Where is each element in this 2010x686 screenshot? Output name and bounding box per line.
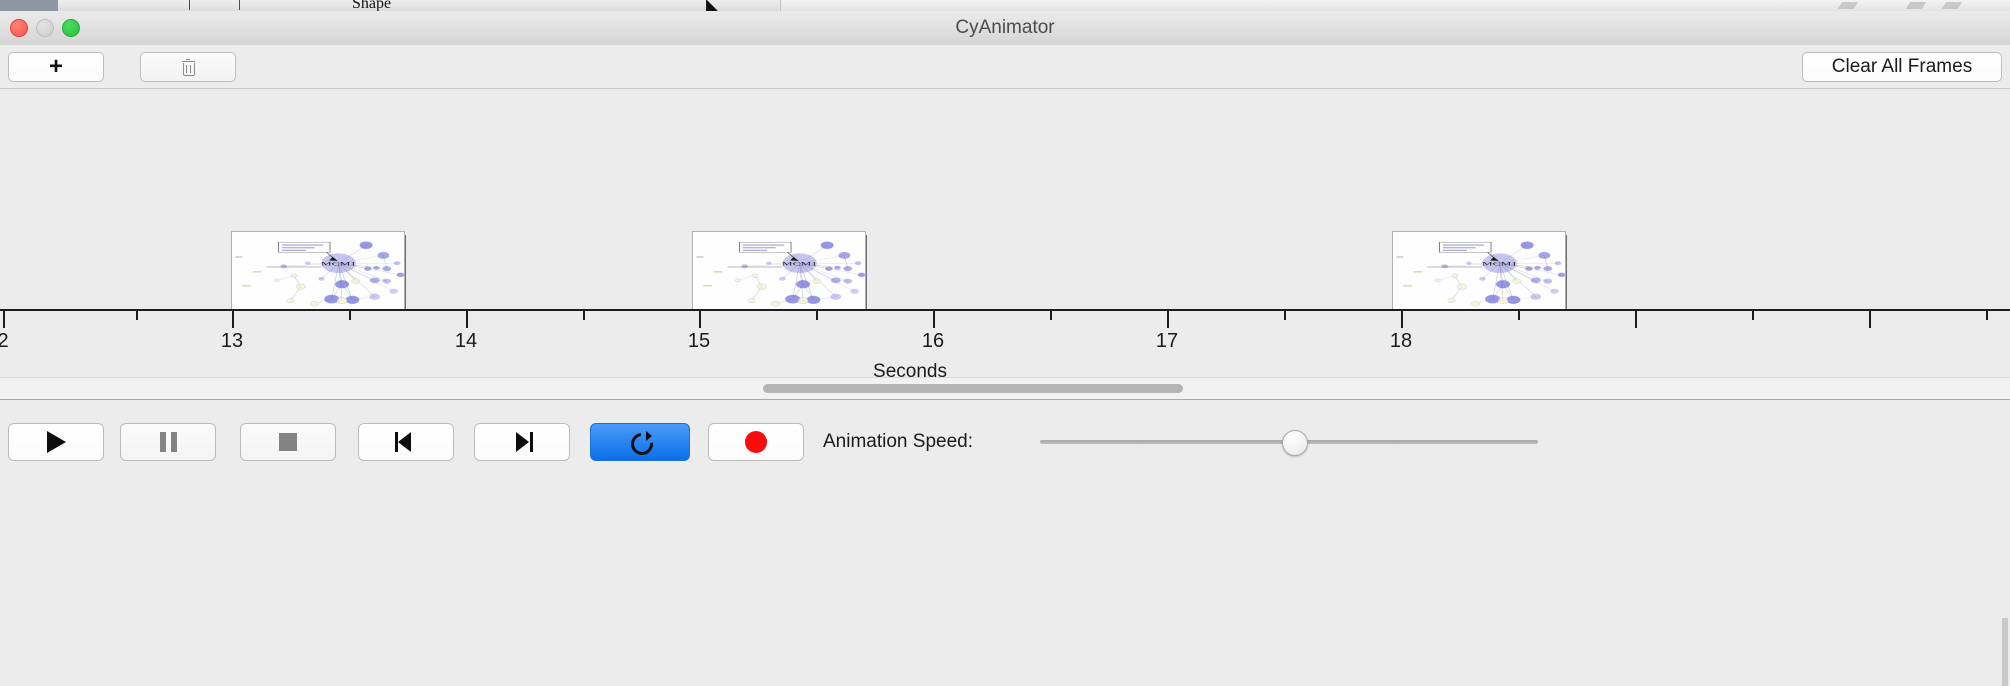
background-window-sidebar: [0, 0, 58, 11]
ruler-tick: [3, 311, 5, 328]
toolbar: + Clear All Frames: [0, 45, 2010, 89]
slider-knob[interactable]: [1281, 430, 1308, 456]
stop-button[interactable]: [240, 423, 336, 461]
ruler-tick-label: 14: [454, 330, 478, 352]
play-button[interactable]: [8, 423, 104, 461]
thumbnail-canvas: MCM1: [1392, 231, 1566, 311]
window-controls: [10, 19, 80, 37]
ruler-tick: [232, 311, 234, 328]
horizontal-scrollbar[interactable]: [0, 377, 2010, 401]
background-tab: [143, 0, 192, 11]
arrow-icon: [1905, 2, 1927, 9]
axis-line: [0, 309, 2010, 311]
trash-icon: [181, 58, 196, 76]
ruler-tick: [1635, 311, 1637, 328]
close-button[interactable]: [10, 19, 28, 37]
background-glyph: |: [238, 0, 242, 11]
ruler-tick: [1167, 311, 1169, 328]
axis-title: Seconds: [873, 361, 947, 382]
record-icon: [745, 431, 767, 453]
arrow-icon: [1837, 2, 1859, 9]
play-icon: [46, 431, 66, 453]
svg-text:MCM1: MCM1: [782, 261, 818, 267]
ruler-tick: [1986, 311, 1988, 320]
loop-button[interactable]: [590, 423, 690, 461]
maximize-button[interactable]: [62, 19, 80, 37]
background-tab: [740, 0, 781, 11]
thumbnail-canvas: MCM1: [692, 231, 866, 311]
ruler-tick: [1869, 311, 1871, 328]
title-bar: CyAnimator: [0, 11, 2010, 46]
background-glyph: ◣: [706, 0, 720, 12]
step-back-button[interactable]: [358, 423, 454, 461]
ruler-tick-label: 18: [1389, 330, 1413, 352]
ruler-tick: [1518, 311, 1520, 320]
background-glyph: |: [188, 0, 192, 11]
ruler-tick: [466, 311, 468, 328]
add-frame-button[interactable]: +: [8, 52, 104, 82]
ruler-tick: [1401, 311, 1403, 328]
frame-track[interactable]: MCM1 MCM1 MCM1: [0, 89, 2010, 312]
ruler-tick-label: 16: [921, 330, 945, 352]
pause-icon: [159, 432, 177, 452]
thumbnail-canvas: MCM1: [231, 231, 405, 311]
ruler-tick-label: 2: [0, 330, 9, 352]
animation-speed-slider[interactable]: [1040, 430, 1538, 456]
frame-thumbnail-3[interactable]: MCM1: [1392, 231, 1567, 312]
ruler-tick: [1752, 311, 1754, 320]
background-tab: [58, 0, 144, 11]
ruler-tick: [933, 311, 935, 328]
frame-thumbnail-2[interactable]: MCM1: [692, 231, 867, 312]
ruler-tick: [1050, 311, 1052, 320]
skip-next-icon: [511, 432, 533, 452]
clear-all-frames-button[interactable]: Clear All Frames: [1802, 52, 2002, 82]
playback-control-bar: Animation Speed:: [0, 399, 2010, 511]
frame-thumbnail-1[interactable]: MCM1: [231, 231, 406, 312]
ruler-tick-label: 13: [220, 330, 244, 352]
skip-previous-icon: [395, 432, 417, 452]
ruler-tick: [583, 311, 585, 320]
ruler-tick: [816, 311, 818, 320]
ruler-tick: [1284, 311, 1286, 320]
clear-all-frames-label: Clear All Frames: [1831, 56, 1973, 77]
ruler-tick-label: 15: [687, 330, 711, 352]
timeline-ruler[interactable]: 2 13 14 15 16 17 18 Seconds: [0, 309, 2010, 686]
background-tab: [241, 0, 306, 11]
ruler-tick-label: 17: [1155, 330, 1179, 352]
svg-text:MCM1: MCM1: [321, 261, 357, 267]
ruler-tick: [699, 311, 701, 328]
ruler-tick: [349, 311, 351, 320]
record-button[interactable]: [708, 423, 804, 461]
scrollbar-thumb[interactable]: [763, 384, 1183, 393]
stop-icon: [279, 433, 297, 451]
delete-frame-button[interactable]: [140, 52, 236, 82]
pause-button[interactable]: [120, 423, 216, 461]
background-window-label: Shape: [352, 0, 392, 12]
vertical-scrollbar[interactable]: [2000, 618, 2010, 686]
ruler-tick: [136, 311, 138, 320]
minimize-button[interactable]: [36, 19, 54, 37]
svg-text:MCM1: MCM1: [1482, 261, 1518, 267]
background-tab: [191, 0, 242, 11]
window-title: CyAnimator: [955, 17, 1055, 38]
step-forward-button[interactable]: [474, 423, 570, 461]
arrow-icon: [1941, 2, 1963, 9]
animation-speed-label: Animation Speed:: [823, 431, 973, 452]
loop-icon: [626, 428, 658, 460]
